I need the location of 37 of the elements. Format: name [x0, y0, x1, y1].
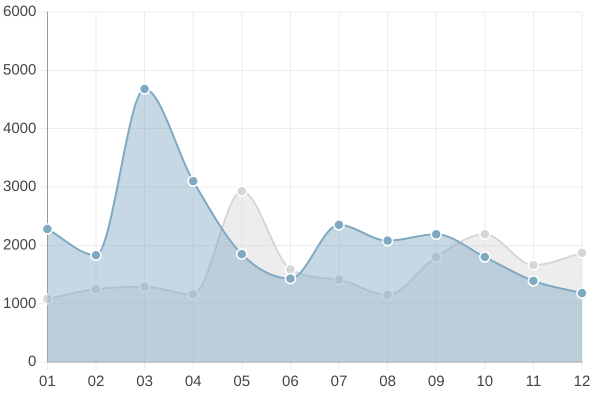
point [528, 259, 540, 271]
point [479, 228, 491, 240]
point [138, 83, 150, 95]
x-tick-label: 07 [330, 373, 348, 390]
point [430, 228, 442, 240]
x-tick-label: 06 [282, 373, 299, 390]
x-tick-label: 09 [428, 373, 445, 390]
point [333, 219, 345, 231]
y-tick-label: 6000 [2, 3, 36, 20]
x-tick-label: 04 [184, 373, 202, 390]
point [42, 223, 54, 235]
x-tick-label: 03 [136, 373, 153, 390]
x-tick-label: 01 [39, 373, 56, 390]
x-tick-label: 12 [574, 373, 590, 390]
point [236, 248, 248, 260]
x-tick-label: 11 [526, 373, 542, 390]
point [576, 287, 588, 299]
y-tick-label: 0 [28, 353, 36, 370]
point [576, 247, 588, 259]
x-tick-label: 02 [88, 373, 104, 390]
y-tick-label: 3000 [2, 178, 36, 196]
x-tick-label: 10 [476, 373, 494, 390]
point [90, 250, 102, 261]
point [528, 275, 540, 287]
point [479, 251, 491, 263]
y-tick-label: 4000 [2, 120, 36, 137]
point [284, 272, 296, 284]
x-tick-label: 08 [379, 373, 396, 390]
point [284, 264, 296, 275]
point [42, 293, 54, 305]
point [187, 175, 199, 187]
point [236, 185, 248, 197]
x-tick-label: 05 [233, 373, 250, 390]
y-tick-label: 2000 [2, 236, 36, 254]
point [382, 234, 394, 246]
y-tick-label: 1000 [2, 294, 36, 312]
y-tick-label: 5000 [2, 61, 36, 78]
